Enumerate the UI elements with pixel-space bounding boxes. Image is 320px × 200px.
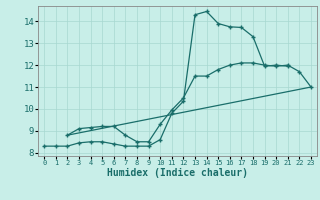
- X-axis label: Humidex (Indice chaleur): Humidex (Indice chaleur): [107, 168, 248, 178]
